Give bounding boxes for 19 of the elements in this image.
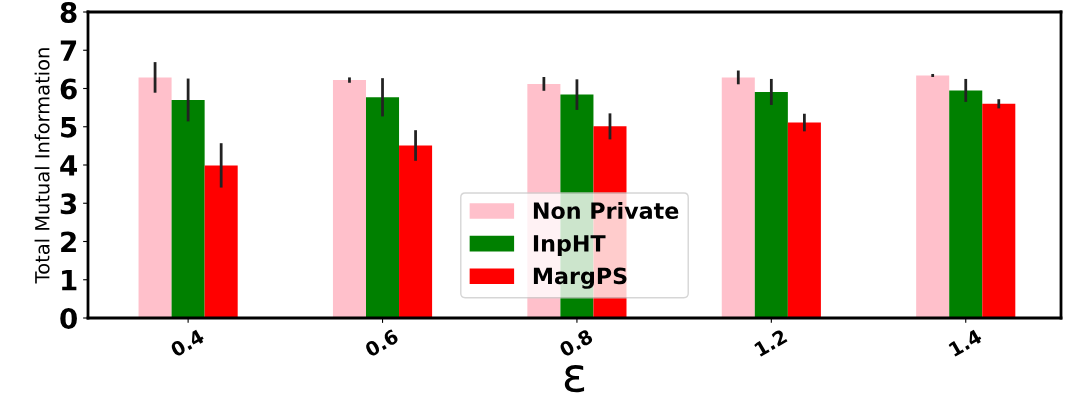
y-tick-label: 5: [61, 117, 77, 138]
legend-label: Non Private: [533, 201, 679, 220]
y-tick-label: 4: [60, 155, 77, 176]
x-tick-label: 0.6: [363, 328, 400, 358]
x-tick-label: 1.4: [948, 328, 983, 357]
y-tick-label: 2: [61, 231, 76, 253]
x-tick-label: 0.4: [169, 328, 206, 358]
legend-label: MargPS: [533, 267, 627, 289]
x-tick-label: 1.2: [753, 328, 788, 357]
y-tick-label: 1: [62, 270, 77, 291]
y-tick-label: 6: [60, 78, 77, 100]
legend-label: InpHT: [533, 235, 606, 257]
y-axis-title: Total Mutual Information: [34, 48, 50, 284]
y-tick-label: 8: [60, 1, 77, 23]
y-tick-label: 7: [60, 40, 77, 61]
y-tick-label: 3: [60, 193, 77, 215]
x-tick-label: 0.8: [558, 328, 594, 358]
y-tick-label: 0: [60, 307, 77, 329]
x-axis-title: ε: [564, 365, 585, 393]
